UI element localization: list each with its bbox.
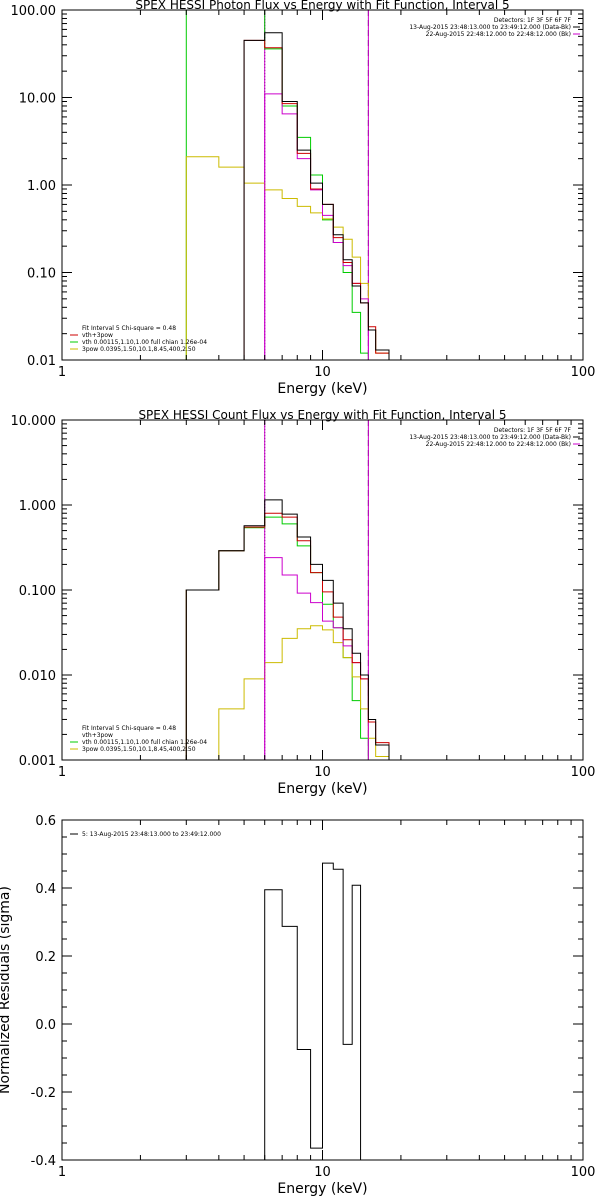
y-tick-label: 1.00 (27, 179, 56, 194)
legend-label: vth+3pow (82, 732, 113, 739)
y-tick-label: 0.010 (19, 669, 56, 684)
x-tick-label: 10 (314, 365, 331, 380)
header-line: 13-Aug-2015 23:48:13.000 to 23:49:12.000… (409, 24, 571, 31)
y-tick-label: 1.000 (19, 499, 56, 514)
y-tick-label: 0.4 (35, 882, 56, 897)
legend-label: Fit Interval 5 Chi-square = 0.48 (82, 325, 176, 332)
series-line-2 (264, 557, 369, 760)
header-line: Detectors: 1F 3F 5F 6F 7F (494, 427, 572, 434)
series-line-3 (243, 39, 390, 360)
series-line-0 (264, 862, 362, 1160)
x-tick-label: 100 (571, 1165, 596, 1180)
legend-label: vth 0.00115,1.10,1.00 full chian 1.26e-0… (82, 739, 207, 746)
y-tick-label: 0.01 (27, 354, 56, 369)
x-tick-label: 1 (58, 1165, 66, 1180)
x-tick-label: 10 (314, 765, 331, 780)
y-tick-label: 0.6 (35, 814, 56, 829)
chart-title: SPEX HESSI Photon Flux vs Energy with Fi… (135, 0, 509, 12)
series-line-1 (185, 156, 390, 360)
y-tick-label: 0.001 (19, 754, 56, 769)
x-tick-label: 100 (571, 765, 596, 780)
x-tick-label: 100 (571, 365, 596, 380)
y-tick-label: 0.2 (35, 950, 56, 965)
header-line: 22-Aug-2015 22:48:12.000 to 22:48:12.000… (426, 441, 571, 448)
y-tick-label: -0.4 (31, 1154, 56, 1169)
series-line-4 (185, 499, 390, 760)
legend-label: 3pow 0.0395,1.50,10.1,8.45,400,2.50 (82, 346, 196, 353)
legend-label: vth+3pow (82, 332, 113, 339)
plot-area (264, 862, 362, 1160)
header-line: 22-Aug-2015 22:48:12.000 to 22:48:12.000… (426, 31, 571, 38)
plot-area (185, 10, 390, 360)
x-axis-title: Energy (keV) (277, 781, 367, 797)
legend-label: 5: 13-Aug-2015 23:48:13.000 to 23:49:12.… (82, 831, 221, 838)
y-tick-label: 0.0 (35, 1018, 56, 1033)
series-line-4 (243, 32, 390, 360)
y-tick-label: 10.000 (11, 414, 57, 429)
chart-title: SPEX HESSI Count Flux vs Energy with Fit… (138, 408, 506, 422)
chart-panel-2: 1 10 100 0.001 0.010 0.100 1.000 10.000 SPEX HES… (11, 408, 596, 797)
plot-area (185, 420, 390, 760)
y-tick-label: 10.00 (19, 92, 56, 107)
y-axis-title: Normalized Residuals (sigma) (0, 886, 13, 1094)
legend-label: vth 0.00115,1.10,1.00 full chian 1.26e-0… (82, 339, 207, 346)
x-tick-label: 1 (58, 765, 66, 780)
x-axis-title: Energy (keV) (277, 1181, 367, 1197)
y-tick-label: 100.00 (11, 4, 57, 19)
series-line-3 (185, 512, 390, 760)
header-line: Detectors: 1F 3F 5F 6F 7F (494, 17, 572, 24)
chart-panel-1: 1 10 100 0.01 0.10 1.00 10.00 100.00 SPEX HESSI … (11, 0, 596, 397)
chart-panel-3: 1 10 100 -0.4 -0.2 0.0 0.2 0.4 0.6 Energy (keV) No… (0, 814, 595, 1197)
series-line-0 (185, 10, 389, 360)
series-line-2 (264, 93, 369, 360)
y-tick-label: -0.2 (31, 1086, 56, 1101)
legend-label: Fit Interval 5 Chi-square = 0.48 (82, 725, 176, 732)
y-tick-label: 0.100 (19, 584, 56, 599)
legend-label: 3pow 0.0395,1.50,10.1,8.45,400,2.50 (82, 746, 196, 753)
series-line-1 (186, 625, 390, 760)
x-axis-title: Energy (keV) (277, 381, 367, 397)
x-tick-label: 10 (314, 1165, 331, 1180)
x-tick-label: 1 (58, 365, 66, 380)
header-line: 13-Aug-2015 23:48:13.000 to 23:49:12.000… (409, 434, 571, 441)
y-tick-label: 0.10 (27, 267, 56, 282)
